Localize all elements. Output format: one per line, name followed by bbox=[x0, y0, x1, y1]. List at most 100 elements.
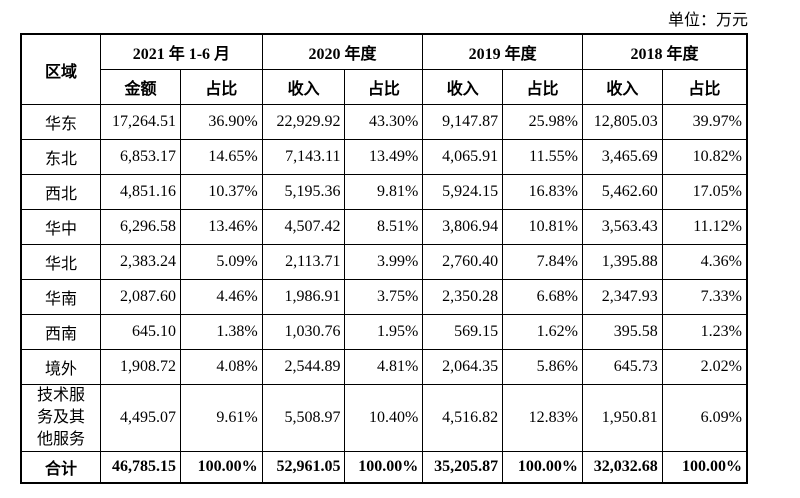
table-cell: 11.12% bbox=[661, 209, 748, 245]
table-row: 东北 6,853.17 14.65% 7,143.11 13.49% 4,065.91 11… bbox=[20, 139, 748, 175]
row-label: 西南 bbox=[20, 314, 102, 350]
header-cell: 占比 bbox=[502, 69, 583, 105]
row-label-text: 技术服务及其他服务 bbox=[37, 387, 86, 448]
table-cell: 1,395.88 bbox=[581, 244, 663, 280]
table-cell: 25.98% bbox=[502, 104, 583, 140]
table-cell: 4.46% bbox=[179, 279, 263, 315]
table-cell: 14.65% bbox=[179, 139, 263, 175]
table-cell: 52,961.05 bbox=[261, 451, 346, 484]
header-cell: 收入 bbox=[261, 69, 346, 105]
table-cell: 645.10 bbox=[100, 314, 181, 350]
table-cell: 2,350.28 bbox=[422, 279, 504, 315]
table-cell: 100.00% bbox=[661, 451, 748, 484]
table-cell: 2,760.40 bbox=[422, 244, 504, 280]
total-row: 合计 46,785.15 100.00% 52,961.05 100.00% 35,205… bbox=[20, 451, 748, 484]
table-cell: 569.15 bbox=[422, 314, 504, 350]
header-cell: 区域 bbox=[20, 33, 102, 105]
table-cell: 1.23% bbox=[661, 314, 748, 350]
table-cell: 39.97% bbox=[661, 104, 748, 140]
table-cell: 32,032.68 bbox=[581, 451, 663, 484]
row-label-text: 华东 bbox=[45, 116, 78, 133]
table-cell: 5.86% bbox=[502, 349, 583, 385]
table-cell: 3.75% bbox=[344, 279, 424, 315]
table-cell: 13.49% bbox=[344, 139, 424, 175]
table-cell: 1,030.76 bbox=[261, 314, 346, 350]
row-label-text: 华北 bbox=[45, 256, 78, 273]
table-row: 华北 2,383.24 5.09% 2,113.71 3.99% 2,760.40 7.84… bbox=[20, 244, 748, 280]
header-cell: 占比 bbox=[179, 69, 263, 105]
table-cell: 3,806.94 bbox=[422, 209, 504, 245]
table-cell: 6,296.58 bbox=[100, 209, 181, 245]
table-cell: 9,147.87 bbox=[422, 104, 504, 140]
unit-label: 单位：万元 bbox=[667, 12, 748, 29]
header-cell: 2018 年度 bbox=[581, 33, 748, 70]
table-cell: 1.38% bbox=[179, 314, 263, 350]
table-cell: 2,544.89 bbox=[261, 349, 346, 385]
table-row: 华中 6,296.58 13.46% 4,507.42 8.51% 3,806.94 10.… bbox=[20, 209, 748, 245]
table-cell: 36.90% bbox=[179, 104, 263, 140]
table-cell: 9.61% bbox=[179, 384, 263, 452]
table-cell: 10.37% bbox=[179, 174, 263, 210]
table-row: 技术服务及其他服务 4,495.07 9.61% 5,508.97 10.40% 4,51… bbox=[20, 384, 748, 452]
table-cell: 16.83% bbox=[502, 174, 583, 210]
table-cell: 6.68% bbox=[502, 279, 583, 315]
table-cell: 1.95% bbox=[344, 314, 424, 350]
table-cell: 17,264.51 bbox=[100, 104, 181, 140]
row-label: 东北 bbox=[20, 139, 102, 175]
header-row: 金额 占比 收入 占比 收入 占比 收入 占比 bbox=[21, 69, 748, 105]
table-cell: 2,113.71 bbox=[261, 244, 346, 280]
table-row: 西南 645.10 1.38% 1,030.76 1.95% 569.15 1.62% 395… bbox=[20, 314, 748, 350]
header-cell: 2019 年度 bbox=[422, 33, 583, 70]
header-cell: 收入 bbox=[422, 69, 504, 105]
row-label: 华中 bbox=[20, 209, 102, 245]
table-row: 西北 4,851.16 10.37% 5,195.36 9.81% 5,924.15 16.… bbox=[20, 174, 748, 210]
row-label: 合计 bbox=[20, 451, 102, 484]
table-row: 华南 2,087.60 4.46% 1,986.91 3.75% 2,350.28 6.68… bbox=[20, 279, 748, 315]
table-cell: 7.84% bbox=[502, 244, 583, 280]
table-cell: 10.82% bbox=[661, 139, 748, 175]
table-cell: 46,785.15 bbox=[100, 451, 181, 484]
table-row: 境外 1,908.72 4.08% 2,544.89 4.81% 2,064.35 5.86… bbox=[20, 349, 748, 385]
table-cell: 4,516.82 bbox=[422, 384, 504, 452]
header-cell: 占比 bbox=[344, 69, 424, 105]
row-label: 西北 bbox=[20, 174, 102, 210]
row-label-text: 西北 bbox=[45, 186, 78, 203]
table-cell: 5,508.97 bbox=[261, 384, 346, 452]
header-cell: 2020 年度 bbox=[261, 33, 424, 70]
row-label-text: 境外 bbox=[45, 361, 78, 378]
table-cell: 43.30% bbox=[344, 104, 424, 140]
header-cell: 2021 年 1-6 月 bbox=[100, 33, 263, 70]
table-cell: 12,805.03 bbox=[581, 104, 663, 140]
table-cell: 645.73 bbox=[581, 349, 663, 385]
table-cell: 3,465.69 bbox=[581, 139, 663, 175]
table-cell: 6.09% bbox=[661, 384, 748, 452]
table-cell: 5,462.60 bbox=[581, 174, 663, 210]
table-cell: 10.40% bbox=[344, 384, 424, 452]
table-cell: 12.83% bbox=[502, 384, 583, 452]
table-cell: 3,563.43 bbox=[581, 209, 663, 245]
header-cell: 占比 bbox=[661, 69, 748, 105]
table-cell: 7,143.11 bbox=[261, 139, 346, 175]
header-cell: 收入 bbox=[581, 69, 663, 105]
table-cell: 13.46% bbox=[179, 209, 263, 245]
header-row: 区域 2021 年 1-6 月 2020 年度 2019 年度 2018 年度 bbox=[20, 33, 748, 105]
table-cell: 2,087.60 bbox=[100, 279, 181, 315]
table-cell: 1,908.72 bbox=[100, 349, 181, 385]
row-label-text: 华中 bbox=[45, 221, 78, 238]
row-label: 技术服务及其他服务 bbox=[20, 384, 102, 452]
table-cell: 5,924.15 bbox=[422, 174, 504, 210]
table-cell: 11.55% bbox=[502, 139, 583, 175]
table-cell: 395.58 bbox=[581, 314, 663, 350]
table-cell: 4,495.07 bbox=[100, 384, 181, 452]
table-cell: 4.81% bbox=[344, 349, 424, 385]
table-head: 区域 2021 年 1-6 月 2020 年度 2019 年度 2018 年度 金额 占比收… bbox=[20, 33, 748, 105]
table-cell: 22,929.92 bbox=[261, 104, 346, 140]
table-cell: 6,853.17 bbox=[100, 139, 181, 175]
row-label: 华东 bbox=[20, 104, 102, 140]
row-label: 境外 bbox=[20, 349, 102, 385]
table-cell: 4.36% bbox=[661, 244, 748, 280]
header-cell: 金额 bbox=[100, 69, 181, 105]
table-cell: 5.09% bbox=[179, 244, 263, 280]
table-cell: 2,383.24 bbox=[100, 244, 181, 280]
